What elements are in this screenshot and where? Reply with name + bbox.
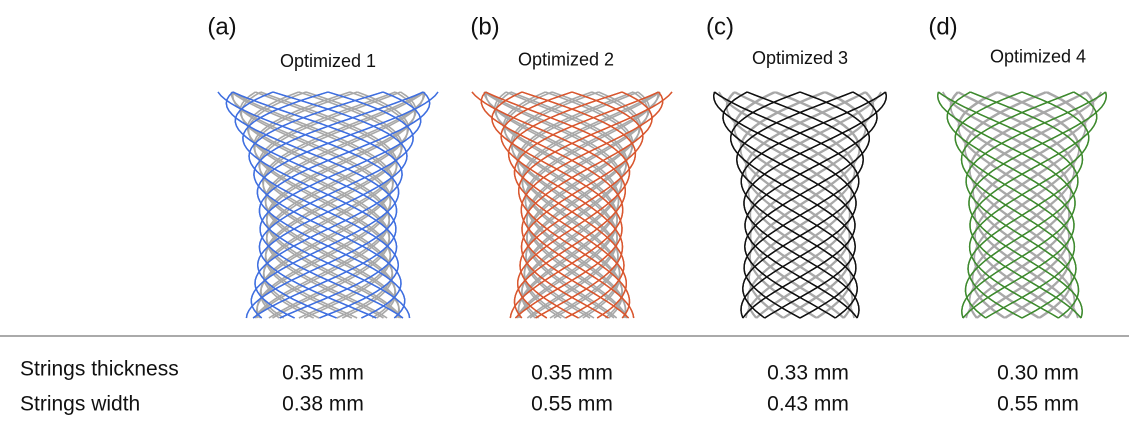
- panel-title: Optimized 4: [990, 46, 1086, 66]
- panel-label: (d): [928, 13, 957, 40]
- panel-label: (b): [470, 13, 499, 40]
- thickness-value: 0.30 mm: [997, 362, 1079, 385]
- stent: [218, 92, 438, 318]
- thickness-value: 0.35 mm: [282, 362, 364, 385]
- panel-title: Optimized 1: [280, 51, 376, 71]
- figure: Strings thickness Strings width (a) Optim…: [0, 0, 1129, 435]
- row-label: Strings thickness: [20, 358, 179, 381]
- stent: [472, 92, 672, 318]
- thickness-value: 0.35 mm: [531, 362, 613, 385]
- width-value: 0.38 mm: [282, 393, 364, 416]
- stent: [714, 92, 887, 318]
- stent: [938, 92, 1107, 318]
- row-label: Strings width: [20, 393, 140, 416]
- panel-label: (a): [207, 13, 236, 40]
- width-value: 0.55 mm: [531, 393, 613, 416]
- width-value: 0.43 mm: [767, 393, 849, 416]
- panel-title: Optimized 2: [518, 49, 614, 69]
- panel-label: (c): [706, 13, 734, 40]
- width-value: 0.55 mm: [997, 393, 1079, 416]
- thickness-value: 0.33 mm: [767, 362, 849, 385]
- panel-title: Optimized 3: [752, 48, 848, 68]
